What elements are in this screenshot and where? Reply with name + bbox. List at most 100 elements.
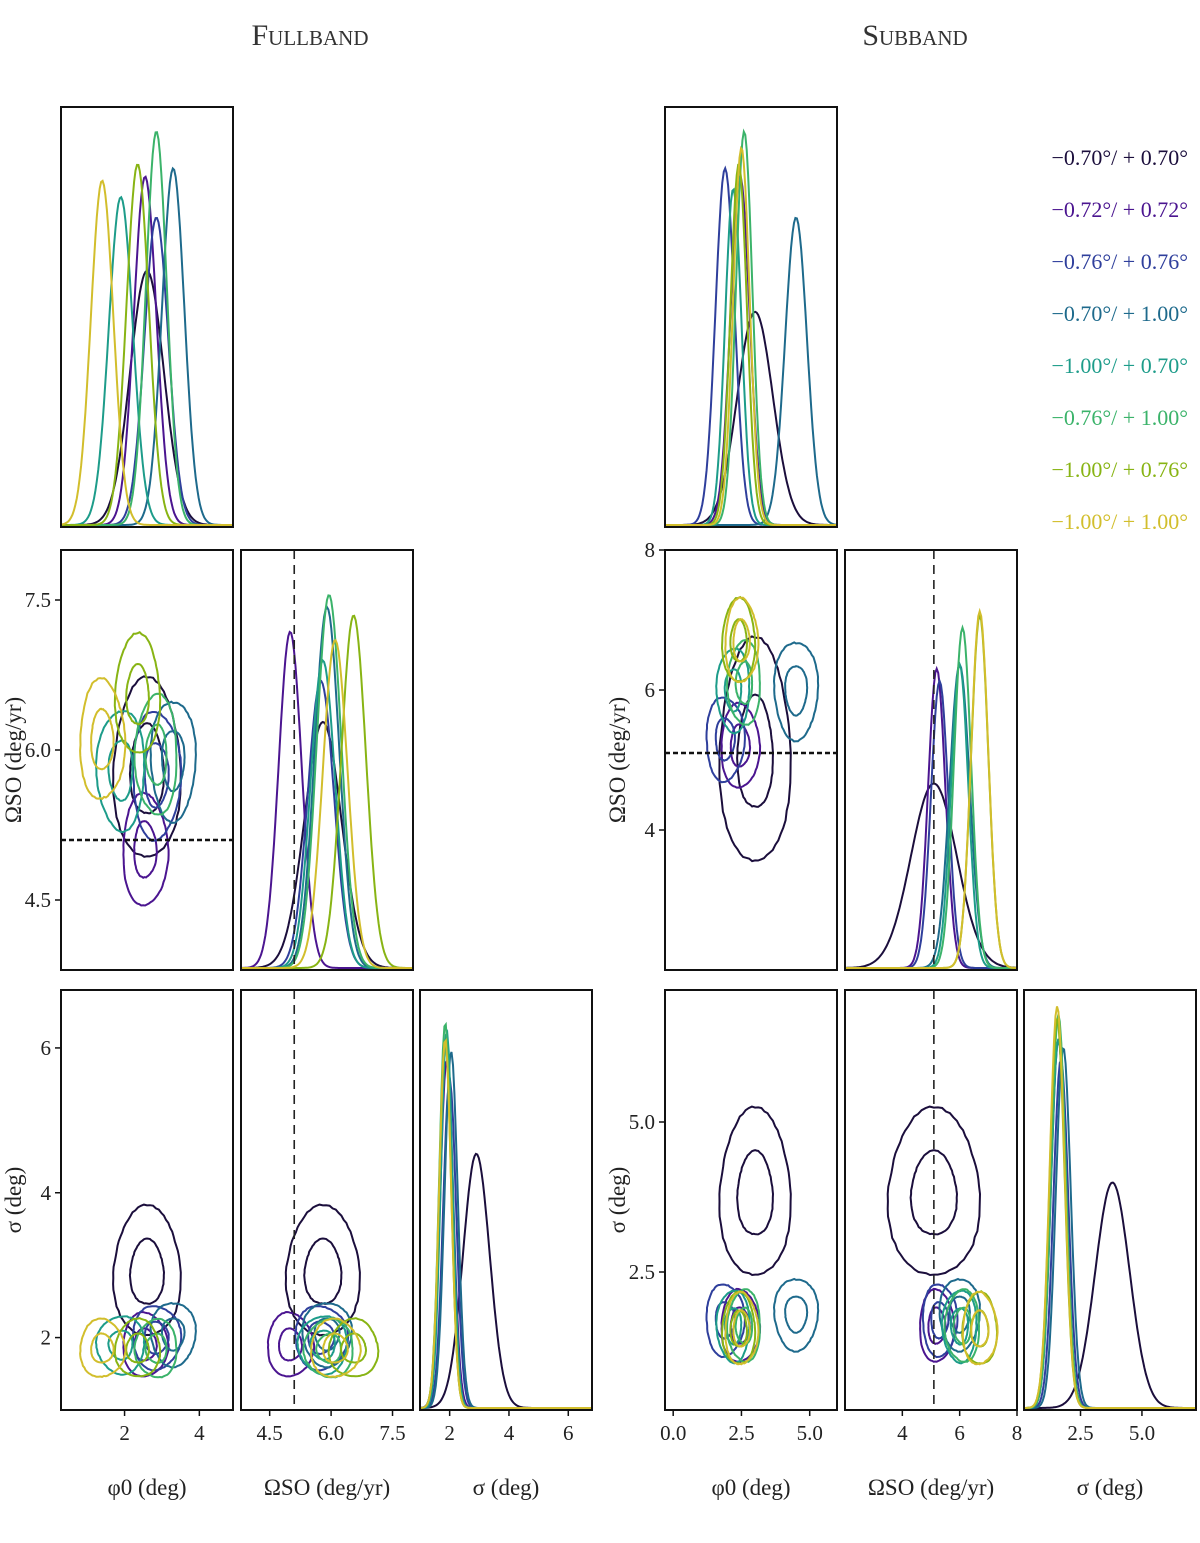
legend-entry-4: −1.00°/ + 0.70° [1051, 353, 1188, 378]
fullband-contour-7-1 [309, 1317, 362, 1378]
subband-marginal-7 [845, 607, 1017, 969]
fullband-xlabel-1: ΩSO (deg/yr) [264, 1475, 390, 1500]
fullband-marginal-4 [420, 1028, 592, 1409]
fullband-marginal-3 [241, 605, 413, 969]
fullband-panel-2-2 [420, 1021, 592, 1409]
subband-contour-3-1 [772, 1277, 820, 1353]
fullband-contour-0-1 [284, 1203, 361, 1337]
fullband-contour-3-0 [160, 729, 186, 793]
fullband-contour-7-1 [79, 677, 127, 801]
fullband-contour-5-1 [133, 1317, 178, 1379]
fullband-ytick-label-2-2: 6 [41, 1036, 52, 1060]
fullband-ytick-label-2-0: 2 [41, 1326, 52, 1350]
fullband-panel-2-1 [266, 990, 380, 1410]
subband-frame-2-0 [664, 989, 838, 1411]
subband-ytick-label-1-2: 8 [645, 538, 656, 562]
subband-panel-2-0 [705, 1105, 820, 1366]
subband-contour-5-0 [734, 1306, 754, 1345]
legend-entry-0: −0.70°/ + 0.70° [1051, 145, 1188, 170]
subband-title: Subband [862, 19, 967, 52]
subband-contour-6-0 [729, 1309, 749, 1348]
legend-entry-5: −0.76°/ + 1.00° [1051, 405, 1188, 430]
fullband-contour-7-0 [90, 1332, 115, 1364]
subband-contour-7-1 [724, 1290, 760, 1366]
fullband-ytick-label-2-1: 4 [41, 1181, 52, 1205]
fullband-contour-0-0 [128, 722, 166, 815]
fullband-xtick-label-2-1: 4 [504, 1421, 515, 1445]
subband-ytick-label-1-1: 6 [645, 678, 656, 702]
fullband-contour-2-1 [131, 1305, 183, 1372]
subband-contour-5-0 [734, 660, 754, 705]
fullband-panel-1-0 [61, 630, 233, 907]
fullband-contour-5-0 [144, 723, 168, 786]
subband-ylabel-1: ΩSO (deg/yr) [605, 697, 630, 823]
fullband-contour-6-0 [125, 662, 150, 726]
fullband-marginal-7 [241, 638, 413, 969]
fullband-contour-5-0 [315, 1332, 342, 1364]
subband-contour-4-1 [715, 647, 751, 735]
subband-xtick-label-0-0: 0.0 [660, 1421, 686, 1445]
subband-xlabel-0: φ0 (deg) [711, 1475, 790, 1500]
subband-xtick-label-2-0: 2.5 [1067, 1421, 1093, 1445]
subband-contour-0-1 [718, 635, 792, 863]
subband-contour-1-0 [927, 1306, 947, 1346]
fullband-title: Fullband [251, 19, 368, 52]
fullband-panel-1-1 [241, 550, 413, 970]
subband-xlabel-1: ΩSO (deg/yr) [868, 1475, 994, 1500]
fullband-frame-2-1 [240, 989, 414, 1411]
subband-contour-2-0 [714, 717, 736, 762]
fullband-frame-2-0 [60, 989, 234, 1411]
subband-contour-7-1 [961, 1290, 999, 1366]
fullband-contour-4-1 [94, 710, 146, 834]
subband-contour-7-0 [732, 1309, 751, 1348]
fullband-marginal-7 [420, 1038, 592, 1409]
fullband-xtick-label-1-2: 7.5 [379, 1421, 405, 1445]
fullband-ytick-label-1-2: 7.5 [25, 588, 51, 612]
fullband-panel-0-0 [61, 131, 233, 526]
fullband-contour-0-0 [128, 1237, 166, 1305]
fullband-xtick-label-0-0: 2 [119, 1421, 130, 1445]
subband-panel-1-1 [845, 550, 1017, 970]
subband-panel-2-1 [886, 990, 999, 1410]
fullband-marginal-3 [61, 166, 233, 526]
legend-entry-7: −1.00°/ + 1.00° [1051, 509, 1188, 534]
subband-xlabel-2: σ (deg) [1077, 1475, 1144, 1500]
subband-panel-1-0 [665, 595, 837, 863]
subband-contour-0-1 [886, 1105, 982, 1277]
plot-area: 4.5 6.0 7.5 ΩSO (deg/yr) 2 4 φ0 (deg) 2 4 6 σ (deg… [1, 106, 1197, 1500]
subband-ytick-label-2-0: 2.5 [629, 1260, 655, 1284]
subband-xtick-label-1-1: 6 [954, 1421, 965, 1445]
subband-xtick-label-2-1: 5.0 [1129, 1421, 1155, 1445]
fullband-contour-4-0 [107, 739, 134, 802]
fullband-contour-7-0 [90, 707, 115, 771]
fullband-marginal-6 [241, 614, 413, 969]
fullband-contour-1-1 [266, 1310, 316, 1378]
subband-xtick-label-1-2: 8 [1012, 1421, 1023, 1445]
subband-contour-3-0 [948, 1295, 971, 1334]
fullband-marginal-0 [420, 1152, 592, 1409]
fullband-xtick-label-1-1: 6.0 [318, 1421, 344, 1445]
legend-entry-1: −0.72°/ + 0.72° [1051, 197, 1188, 222]
subband-ylabel-2: σ (deg) [605, 1167, 630, 1234]
fullband-contour-6-0 [340, 1332, 367, 1364]
subband-frame-2-2 [1023, 989, 1197, 1411]
subband-contour-0-0 [736, 1149, 775, 1236]
fullband-xtick-label-1-0: 4.5 [257, 1421, 283, 1445]
fullband-frame-1-1 [240, 549, 414, 971]
fullband-contour-3-0 [160, 1317, 186, 1352]
fullband-marginal-1 [61, 175, 233, 526]
subband-contour-0-0 [909, 1149, 959, 1236]
subband-ytick-label-1-0: 4 [645, 818, 656, 842]
fullband-marginal-5 [61, 131, 233, 526]
subband-frame-0-0 [664, 106, 838, 528]
fullband-marginal-7 [61, 179, 233, 526]
fullband-contour-0-0 [303, 1237, 343, 1305]
fullband-xtick-label-2-2: 6 [563, 1421, 574, 1445]
subband-contour-0-0 [736, 693, 775, 808]
fullband-marginal-5 [420, 1021, 592, 1409]
subband-contour-3-0 [784, 1295, 809, 1334]
subband-contour-6-0 [729, 618, 749, 663]
subband-contour-7-0 [970, 1309, 990, 1348]
fullband-xtick-label-0-1: 4 [194, 1421, 205, 1445]
